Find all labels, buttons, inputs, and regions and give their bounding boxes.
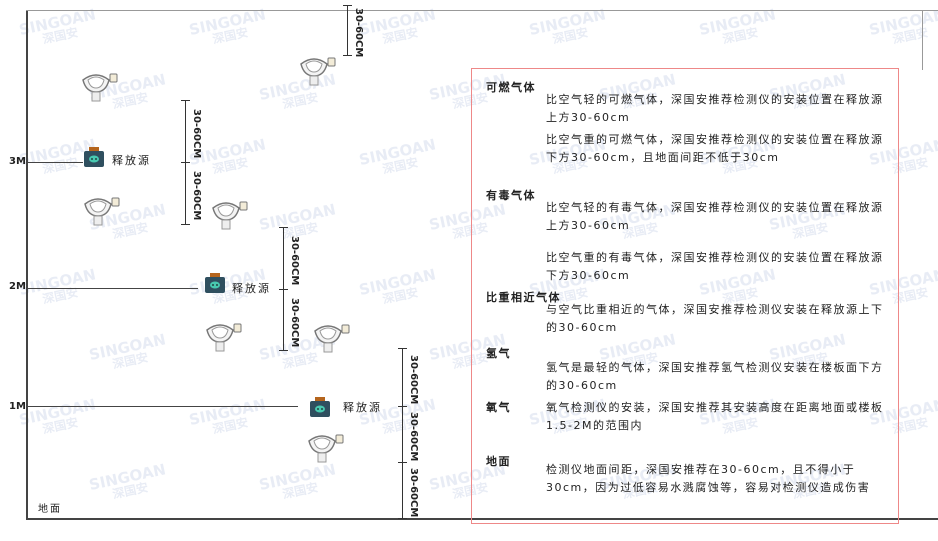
release-source-icon — [309, 396, 331, 417]
level-line-2m — [28, 288, 198, 289]
section-paragraph: 比空气重的有毒气体，深国安推荐检测仪的安装位置在释放源下方30-60cm — [546, 251, 884, 282]
dimension-label: 30-60CM — [408, 468, 419, 518]
section-paragraph: 氧气检测仪的安装，深国安推荐其安装高度在距离地面或楼板1.5-2M的范围内 — [546, 401, 884, 432]
dimension-line — [402, 406, 403, 462]
section-paragraph: 氢气是最轻的气体，深国安推荐氢气检测仪安装在楼板面下方的30-60cm — [546, 361, 884, 392]
dimension-line — [185, 162, 186, 224]
section-paragraph: 检测仪地面间距，深国安推荐在30-60cm，且不得小于30cm，因为过低容易水溅… — [546, 463, 871, 494]
section-title: 可燃气体 — [486, 81, 536, 94]
dimension-label: 30-60CM — [408, 355, 419, 405]
section-paragraph: 与空气比重相近的气体，深国安推荐检测仪安装在释放源上下的30-60cm — [546, 303, 884, 334]
dimension-line — [347, 5, 348, 55]
section-title: 氢气 — [486, 347, 511, 360]
dimension-label: 30-60CM — [289, 236, 300, 286]
level-2m: 2M — [9, 281, 26, 292]
frame-bottom — [26, 518, 938, 520]
dimension-label: 30-60CM — [408, 412, 419, 462]
section-title: 氧气 — [486, 401, 511, 414]
level-1m: 1M — [9, 401, 26, 412]
dimension-tick — [279, 350, 288, 351]
gas-detector-icon — [78, 72, 120, 102]
release-source-label: 释放源 — [112, 154, 151, 167]
frame-right — [922, 10, 923, 70]
release-source-icon — [204, 272, 226, 293]
release-source-label: 释放源 — [232, 282, 271, 295]
dimension-tick — [343, 55, 352, 56]
dimension-label: 30-60CM — [289, 297, 300, 347]
section-paragraph: 比空气重的可燃气体，深国安推荐检测仪的安装位置在释放源下方30-60cm，且地面… — [546, 133, 884, 164]
section-title: 地面 — [486, 455, 511, 468]
dimension-line — [283, 227, 284, 289]
level-line-1m — [28, 406, 298, 407]
frame-left — [26, 10, 28, 519]
release-source-icon — [83, 146, 105, 167]
gas-detector-icon — [80, 196, 122, 226]
dimension-line — [185, 100, 186, 162]
frame-top — [26, 10, 938, 11]
dimension-line — [402, 462, 403, 518]
release-source-label: 释放源 — [343, 401, 382, 414]
dimension-line — [402, 348, 403, 406]
dimension-tick — [343, 5, 352, 6]
dimension-tick — [398, 518, 407, 519]
dimension-line — [283, 289, 284, 350]
gas-detector-icon — [310, 323, 352, 353]
level-3m: 3M — [9, 156, 26, 167]
gas-detector-icon — [304, 433, 346, 463]
ground-label: 地面 — [38, 504, 62, 515]
dimension-label: 30-60CM — [353, 8, 364, 58]
gas-detector-icon — [208, 200, 250, 230]
dimension-label: 30-60CM — [191, 171, 202, 221]
info-panel: 可燃气体 比空气轻的可燃气体，深国安推荐检测仪的安装位置在释放源上方30-60cm… — [471, 68, 899, 524]
section-paragraph: 比空气轻的有毒气体，深国安推荐检测仪的安装位置在释放源上方30-60cm — [546, 201, 884, 232]
section-title: 有毒气体 — [486, 189, 536, 202]
section-title: 比重相近气体 — [486, 291, 561, 304]
dimension-label: 30-60CM — [191, 109, 202, 159]
gas-detector-icon — [202, 322, 244, 352]
dimension-tick — [398, 348, 407, 349]
dimension-tick — [279, 227, 288, 228]
dimension-tick — [181, 100, 190, 101]
level-line-3m — [28, 162, 83, 163]
section-paragraph: 比空气轻的可燃气体，深国安推荐检测仪的安装位置在释放源上方30-60cm — [546, 93, 884, 124]
gas-detector-icon — [296, 56, 338, 86]
dimension-tick — [181, 224, 190, 225]
